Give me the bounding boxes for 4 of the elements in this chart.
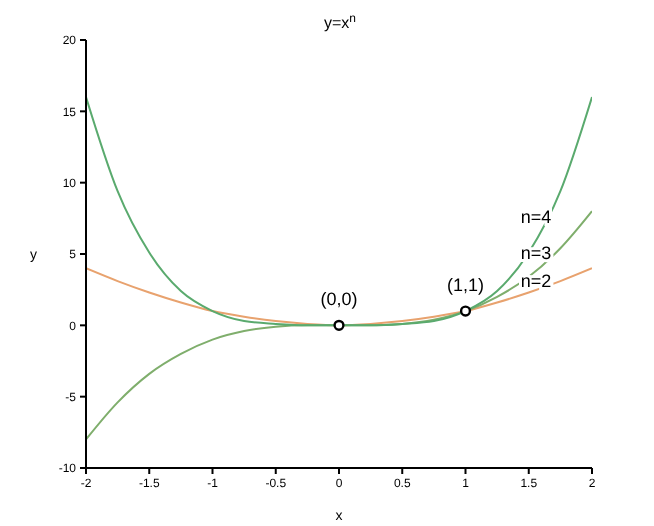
annotation: (0,0) bbox=[320, 289, 358, 310]
chart-title: y=x$^{n}$ bbox=[323, 14, 357, 32]
series-label: n=2 bbox=[520, 270, 552, 291]
annotation: (1,1) bbox=[446, 275, 485, 296]
